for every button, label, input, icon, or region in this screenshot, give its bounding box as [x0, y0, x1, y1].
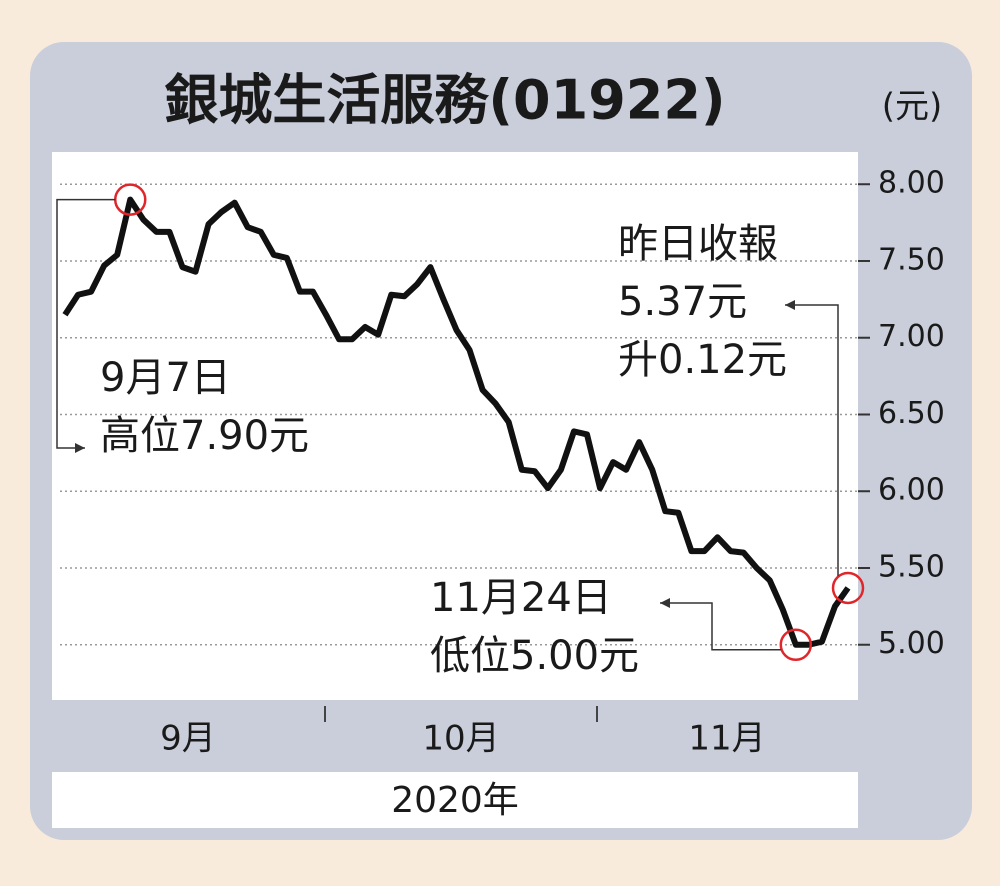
- y-tick-label: 5.00: [878, 626, 945, 661]
- y-tick-label: 6.00: [878, 473, 945, 508]
- x-tick-label: 9月: [160, 719, 216, 759]
- y-tick-label: 5.50: [878, 549, 945, 584]
- price-line: [62, 196, 851, 648]
- annotation: 11月24日: [430, 575, 612, 621]
- chart-title: 銀城生活服務(01922): [164, 69, 725, 132]
- annotation: 9月7日: [100, 355, 231, 401]
- connector: [785, 304, 839, 576]
- plot-area: [52, 152, 858, 700]
- connector-head: [660, 598, 670, 608]
- connector: [660, 602, 781, 651]
- y-tick-label: 7.50: [878, 242, 945, 277]
- y-tick-label: 7.00: [878, 319, 945, 354]
- annotation: 升0.12元: [618, 337, 787, 383]
- xlabel-box: [52, 772, 858, 828]
- highlight-circle: [831, 571, 865, 605]
- annotation: 高位7.90元: [100, 413, 309, 459]
- connector: [56, 198, 116, 449]
- x-tick-label: 10月: [422, 719, 499, 759]
- highlight-circle: [779, 628, 813, 661]
- annotation: 低位5.00元: [430, 633, 639, 679]
- x-axis-title: 2020年: [391, 780, 519, 821]
- connector-head: [75, 443, 85, 453]
- unit-label: (元): [882, 87, 943, 127]
- x-tick-label: 11月: [688, 719, 765, 759]
- y-tick-label: 6.50: [878, 396, 945, 431]
- connector-head: [785, 300, 795, 310]
- annotation: 5.37元: [618, 279, 747, 325]
- annotation: 昨日收報: [618, 221, 778, 267]
- y-tick-label: 8.00: [878, 166, 945, 201]
